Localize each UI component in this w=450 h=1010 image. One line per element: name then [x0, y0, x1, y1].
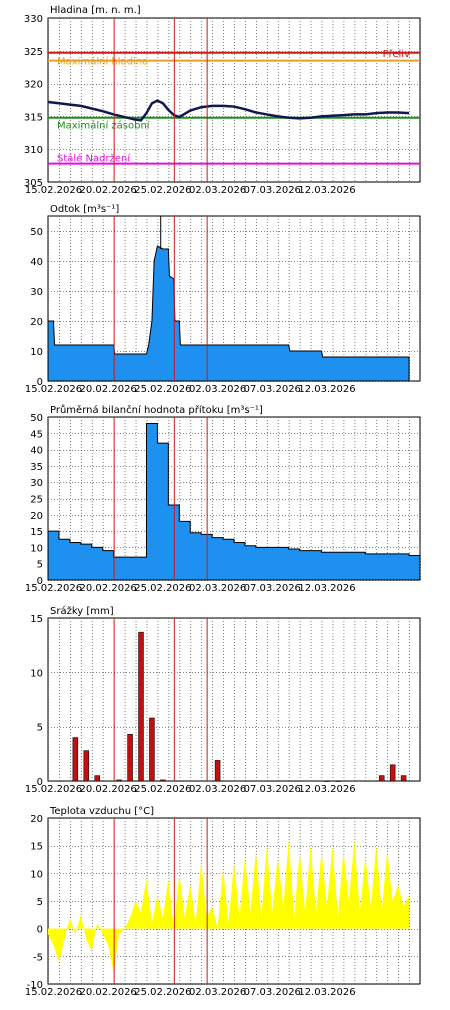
reference-line-label: Maximální hladina [57, 56, 148, 68]
y-tick-label: 30 [30, 287, 43, 298]
precip-bar [389, 764, 396, 782]
y-tick-label: 50 [30, 227, 43, 238]
precip-bar [214, 760, 221, 782]
chart-title: Hladina [m. n. m.] [50, 5, 141, 16]
x-tick-label: 15.02.2026 [25, 583, 82, 594]
precip-bar [335, 780, 341, 782]
y-tick-label: 5 [37, 897, 43, 908]
chart-title: Odtok [m³s⁻¹] [50, 204, 119, 215]
x-tick-label: 02.03.2026 [189, 185, 246, 196]
y-tick-label: 0 [37, 377, 43, 388]
precip-bar [138, 631, 144, 782]
y-tick-label: 30 [30, 478, 43, 489]
x-tick-label: 02.03.2026 [189, 384, 246, 395]
x-tick-label: 20.02.2026 [80, 583, 137, 594]
x-tick-label: 07.03.2026 [244, 384, 301, 395]
y-tick-label: 0 [37, 925, 43, 936]
y-tick-label: 5 [37, 723, 43, 734]
y-tick-label: 320 [24, 80, 43, 91]
y-tick-label: 0 [37, 576, 43, 587]
y-tick-label: 35 [30, 462, 43, 473]
precip-bar [127, 734, 133, 782]
y-tick-label: 10 [30, 668, 43, 679]
chart-title: Teplota vzduchu [°C] [49, 806, 154, 817]
x-tick-label: 20.02.2026 [80, 384, 137, 395]
y-tick-label: 10 [30, 543, 43, 554]
x-tick-label: 12.03.2026 [298, 583, 355, 594]
water-level-line [47, 99, 410, 122]
x-tick-label: 15.02.2026 [25, 384, 82, 395]
precip-bar [378, 775, 385, 782]
x-tick-label: 15.02.2026 [25, 784, 82, 795]
reference-line-label: Maximální zásobní [57, 120, 151, 132]
x-tick-label: 25.02.2026 [134, 987, 191, 998]
chart-panel-3: 0 5 10 15 20 25 30 35 40 45 50 15.02.202620.02.2026… [25, 404, 421, 594]
y-tick-label: 15 [30, 614, 43, 625]
x-tick-label: 07.03.2026 [244, 987, 301, 998]
y-tick-label: 20 [30, 317, 43, 328]
x-tick-label: 07.03.2026 [244, 784, 301, 795]
reference-line-label: Přeliv [383, 48, 410, 60]
x-tick-label: 02.03.2026 [189, 583, 246, 594]
y-tick-label: 15 [30, 842, 43, 853]
y-tick-label: 15 [30, 527, 43, 538]
y-tick-label: 10 [30, 869, 43, 880]
x-tick-label: 20.02.2026 [80, 185, 137, 196]
x-tick-label: 02.03.2026 [189, 987, 246, 998]
temperature-area [48, 840, 410, 973]
precip-bar [324, 780, 330, 782]
y-tick-label: 315 [24, 112, 43, 123]
chart-panel-5: -10 -5 0 5 10 15 20 15.02.202620.02.202625.02.2… [25, 806, 421, 998]
chart-title: Srážky [mm] [50, 605, 114, 617]
x-tick-label: 25.02.2026 [134, 384, 191, 395]
chart-panel-1: Maximální hladina Přeliv Maximální zásobní… [24, 5, 421, 196]
y-tick-label: 40 [30, 446, 43, 457]
x-tick-label: 15.02.2026 [25, 987, 82, 998]
y-tick-label: 325 [24, 47, 43, 58]
x-tick-label: 25.02.2026 [134, 185, 191, 196]
y-tick-label: 50 [30, 413, 43, 424]
plot-frame [47, 17, 421, 183]
y-tick-label: 20 [30, 511, 43, 522]
x-tick-label: 12.03.2026 [298, 784, 355, 795]
precip-bar [400, 775, 407, 782]
x-tick-label: 20.02.2026 [80, 987, 137, 998]
y-tick-label: 305 [24, 178, 43, 189]
y-tick-label: 10 [30, 347, 43, 358]
x-tick-label: 12.03.2026 [298, 987, 355, 998]
x-tick-label: 12.03.2026 [298, 185, 355, 196]
y-tick-label: 20 [30, 814, 43, 825]
x-tick-label: 12.03.2026 [298, 384, 355, 395]
y-tick-label: 45 [30, 429, 43, 440]
precip-bar [160, 779, 166, 782]
y-tick-label: 330 [24, 14, 43, 25]
x-tick-label: 25.02.2026 [134, 784, 191, 795]
precip-bar [116, 779, 122, 782]
reference-line-label: Stálé Nadržení [57, 153, 131, 165]
precip-bar [72, 737, 79, 782]
plot-frame [47, 617, 421, 782]
x-tick-label: 20.02.2026 [80, 784, 137, 795]
chart-panel-4: 0 5 10 15 15.02.202620.02.202625.02.202602.0… [25, 605, 421, 795]
chart-panel-2: 0 10 20 30 40 50 15.02.202620.02.202625.02.202… [25, 204, 421, 395]
y-tick-label: 0 [37, 777, 43, 788]
x-tick-label: 07.03.2026 [244, 185, 301, 196]
y-tick-label: 25 [30, 495, 43, 506]
x-tick-label: 15.02.2026 [25, 185, 82, 196]
chart-title: Průměrná bilanční hodnota přítoku [m³s⁻¹… [50, 404, 263, 416]
x-tick-label: 25.02.2026 [134, 583, 191, 594]
x-tick-label: 07.03.2026 [244, 583, 301, 594]
x-tick-label: 02.03.2026 [189, 784, 246, 795]
y-tick-label: -10 [27, 980, 43, 991]
inflow-area [47, 423, 421, 581]
precip-bar [83, 750, 90, 782]
precip-bar [94, 775, 100, 782]
y-tick-label: 310 [24, 145, 43, 156]
precip-bar [149, 717, 155, 782]
y-tick-label: 5 [37, 560, 43, 571]
y-tick-label: -5 [33, 952, 43, 963]
y-tick-label: 40 [30, 257, 43, 268]
